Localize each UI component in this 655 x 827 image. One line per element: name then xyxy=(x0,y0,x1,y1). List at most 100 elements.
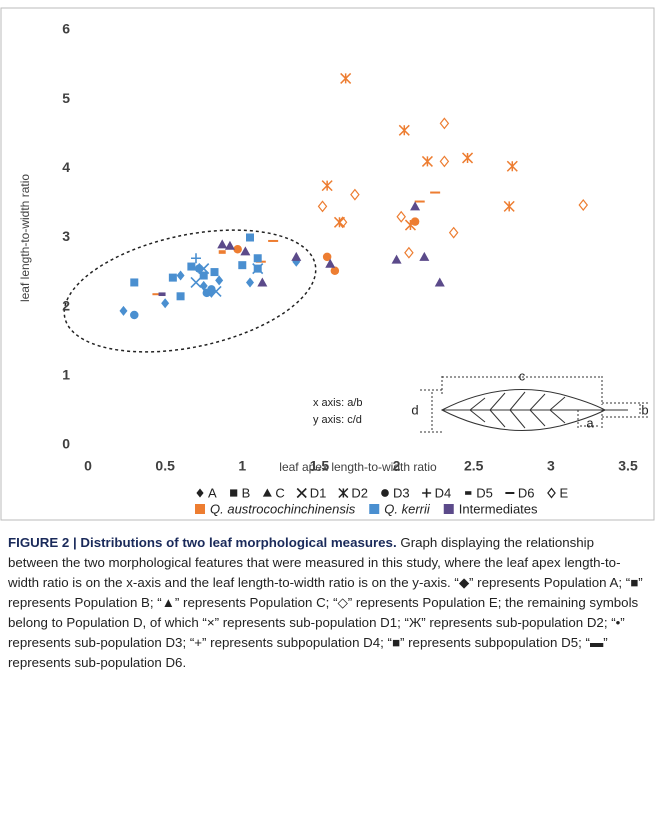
x-tick-label: 2 xyxy=(393,458,401,474)
legend-label: D6 xyxy=(518,485,535,500)
x-tick-label: 3.5 xyxy=(618,458,638,474)
point xyxy=(161,298,170,309)
point xyxy=(506,160,518,172)
point xyxy=(187,262,196,271)
point xyxy=(404,246,414,259)
point xyxy=(268,239,279,242)
frame xyxy=(0,7,655,521)
point xyxy=(430,191,441,194)
point xyxy=(410,217,420,226)
point xyxy=(421,155,433,167)
point xyxy=(434,277,445,287)
legend-swatch xyxy=(443,504,454,514)
point xyxy=(152,293,163,296)
legend-marker xyxy=(262,488,272,497)
legend-label: B xyxy=(242,485,251,500)
x-axis-note: x axis: a/b xyxy=(313,397,363,409)
point xyxy=(391,254,402,264)
point xyxy=(218,250,226,254)
point xyxy=(340,72,352,84)
x-tick-label: 1 xyxy=(238,458,246,474)
point xyxy=(448,226,459,239)
x-tick-label: 3 xyxy=(547,458,555,474)
dim-b: b xyxy=(641,402,648,417)
point xyxy=(439,117,450,130)
legend-label: Intermediates xyxy=(459,501,538,516)
legend-marker xyxy=(196,488,204,498)
legend-marker xyxy=(422,488,432,498)
point xyxy=(191,253,201,264)
point xyxy=(158,292,166,297)
point xyxy=(396,210,406,223)
point xyxy=(190,276,202,289)
point xyxy=(130,278,139,287)
x-tick-label: 2.5 xyxy=(464,458,484,474)
leaf-inset xyxy=(420,376,650,433)
point xyxy=(253,254,262,263)
legend-marker xyxy=(547,487,556,499)
point xyxy=(414,200,425,203)
legend-label: Q. austrocochinchinensis xyxy=(210,501,356,516)
point xyxy=(199,280,208,291)
caption-text: Graph displaying the relationship betwee… xyxy=(8,535,643,670)
legend-marker xyxy=(296,487,307,499)
legend-label: C xyxy=(275,485,284,500)
legend-label: D1 xyxy=(310,485,327,500)
legend-marker xyxy=(505,492,515,494)
legend-swatch xyxy=(195,504,205,514)
point xyxy=(130,310,139,320)
dimension-lines xyxy=(420,376,650,433)
legend-label: A xyxy=(208,485,217,500)
y-tick-label: 6 xyxy=(62,21,70,37)
point xyxy=(194,264,204,273)
x-tick-label: 0.5 xyxy=(155,458,175,474)
y-tick-label: 1 xyxy=(62,367,70,383)
point xyxy=(246,277,254,288)
point xyxy=(330,266,340,275)
point xyxy=(176,292,185,301)
point xyxy=(119,305,128,316)
legend-marker xyxy=(230,489,238,497)
point xyxy=(224,240,235,250)
cluster-ellipse xyxy=(63,229,317,353)
legend-label: D3 xyxy=(393,485,410,500)
y-tick-label: 3 xyxy=(62,228,70,244)
point xyxy=(246,233,254,242)
y-tick-label: 2 xyxy=(62,297,70,313)
y-tick-label: 5 xyxy=(62,90,70,106)
legend-label: D5 xyxy=(476,485,493,500)
point xyxy=(240,246,251,256)
point xyxy=(207,285,216,294)
point xyxy=(210,268,219,277)
point xyxy=(168,273,177,282)
legend-label: D4 xyxy=(435,485,452,500)
point xyxy=(238,261,247,270)
dim-d: d xyxy=(411,402,418,417)
x-tick-label: 1.5 xyxy=(310,458,330,474)
point xyxy=(217,239,228,249)
legend-label: D2 xyxy=(351,485,368,500)
point xyxy=(291,251,302,261)
y-tick-label: 4 xyxy=(62,159,70,175)
point xyxy=(398,124,410,136)
chart: c d b a x axis: a/b y axis: c/d leaf ape… xyxy=(0,7,655,521)
point xyxy=(317,200,328,213)
point xyxy=(333,216,346,228)
caption-label: FIGURE 2 | Distributions of two leaf mor… xyxy=(8,535,397,550)
dim-c: c xyxy=(519,368,526,383)
y-axis-label: leaf length-to-width ratio xyxy=(18,174,32,302)
point xyxy=(321,180,333,192)
point xyxy=(419,251,430,261)
point xyxy=(503,200,515,212)
point xyxy=(578,199,589,211)
point xyxy=(322,252,332,262)
legend-label: E xyxy=(559,485,568,500)
point xyxy=(439,155,450,168)
dim-a: a xyxy=(586,415,594,430)
point xyxy=(252,263,264,275)
point xyxy=(233,245,242,254)
leaf-veins xyxy=(442,391,628,429)
y-axis-note: y axis: c/d xyxy=(313,414,362,426)
point xyxy=(350,188,360,201)
